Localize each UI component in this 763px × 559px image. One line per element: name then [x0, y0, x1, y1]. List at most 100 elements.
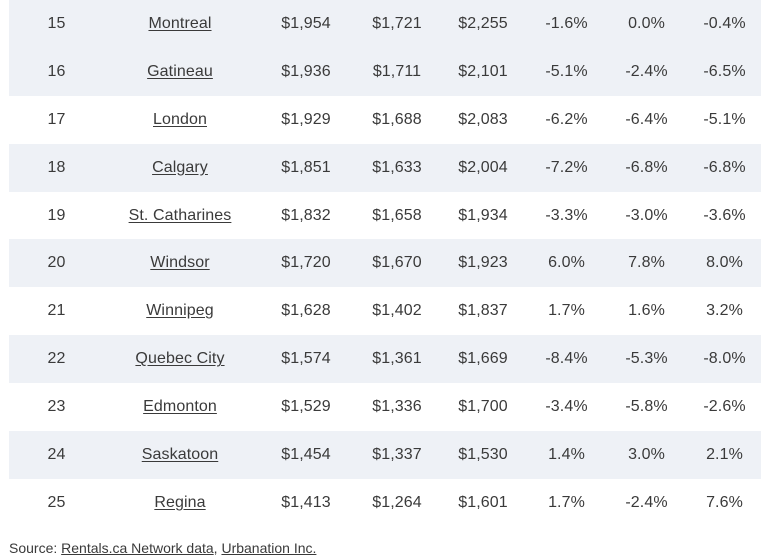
rent-cell-2: $1,688: [372, 110, 422, 128]
change-cell-1: 1.7%: [548, 302, 585, 320]
change-cell-3: -5.1%: [703, 110, 746, 128]
rank-cell: 25: [47, 493, 66, 511]
city-link-quebec-city[interactable]: Quebec City: [135, 350, 225, 368]
rent-cell-3: $1,669: [458, 350, 508, 368]
city-cell: Quebec City: [104, 350, 256, 368]
table-row: 21 Winnipeg $1,628 $1,402 $1,837 1.7% 1.…: [9, 287, 761, 336]
change-cell-2: -5.3%: [625, 350, 668, 368]
change-cell-3: -3.6%: [703, 206, 746, 224]
source-prefix: Source:: [9, 540, 62, 556]
city-link-edmonton[interactable]: Edmonton: [143, 398, 217, 416]
city-link-london[interactable]: London: [153, 110, 207, 128]
rank-cell: 22: [47, 350, 66, 368]
city-cell: Calgary: [104, 159, 256, 177]
source-caption: Source: Rentals.ca Network data, Urbanat…: [9, 540, 316, 556]
change-cell-2: -6.4%: [625, 110, 668, 128]
rent-cell-2: $1,721: [372, 14, 422, 32]
city-link-st-catharines[interactable]: St. Catharines: [128, 206, 232, 224]
rank-cell: 19: [47, 206, 66, 224]
change-cell-1: -8.4%: [545, 350, 588, 368]
source-link-urbanation[interactable]: Urbanation Inc.: [221, 540, 317, 556]
city-cell: St. Catharines: [104, 207, 256, 225]
city-link-winnipeg[interactable]: Winnipeg: [146, 302, 214, 320]
change-cell-2: 0.0%: [628, 14, 665, 32]
change-cell-1: -5.1%: [545, 62, 588, 80]
change-cell-3: -6.5%: [703, 62, 746, 80]
total-rent-cell: $1,954: [281, 14, 331, 32]
table-row: 23 Edmonton $1,529 $1,336 $1,700 -3.4% -…: [9, 383, 761, 432]
change-cell-1: 1.4%: [548, 445, 585, 463]
total-rent-cell: $1,628: [281, 302, 331, 320]
rent-cell-3: $1,923: [458, 254, 508, 272]
table-row: 25 Regina $1,413 $1,264 $1,601 1.7% -2.4…: [9, 478, 761, 527]
rent-cell-3: $1,700: [458, 398, 508, 416]
city-link-regina[interactable]: Regina: [154, 493, 206, 511]
total-rent-cell: $1,574: [281, 350, 331, 368]
rank-cell: 21: [47, 302, 66, 320]
city-cell: Saskatoon: [104, 446, 256, 464]
rent-cell-3: $1,530: [458, 445, 508, 463]
total-rent-cell: $1,529: [281, 398, 331, 416]
table-row: 17 London $1,929 $1,688 $2,083 -6.2% -6.…: [9, 95, 761, 144]
table-row: 19 St. Catharines $1,832 $1,658 $1,934 -…: [9, 191, 761, 240]
rent-cell-3: $2,004: [458, 158, 508, 176]
city-link-windsor[interactable]: Windsor: [150, 254, 210, 272]
change-cell-1: -7.2%: [545, 158, 588, 176]
total-rent-cell: $1,454: [281, 445, 331, 463]
total-rent-cell: $1,936: [281, 62, 331, 80]
rent-cell-2: $1,670: [372, 254, 422, 272]
rank-cell: 20: [47, 254, 66, 272]
city-link-montreal[interactable]: Montreal: [148, 14, 212, 32]
city-link-gatineau[interactable]: Gatineau: [147, 62, 213, 80]
change-cell-1: -1.6%: [545, 14, 588, 32]
change-cell-3: -2.6%: [703, 398, 746, 416]
total-rent-cell: $1,851: [281, 158, 331, 176]
total-rent-cell: $1,413: [281, 493, 331, 511]
change-cell-2: -3.0%: [625, 206, 668, 224]
change-cell-2: 1.6%: [628, 302, 665, 320]
rent-table: 15 Montreal $1,954 $1,721 $2,255 -1.6% 0…: [9, 0, 761, 527]
change-cell-1: 1.7%: [548, 493, 585, 511]
city-cell: London: [104, 111, 256, 129]
change-cell-2: 7.8%: [628, 254, 665, 272]
change-cell-2: -6.8%: [625, 158, 668, 176]
total-rent-cell: $1,929: [281, 110, 331, 128]
source-separator: ,: [213, 540, 222, 556]
city-cell: Gatineau: [104, 63, 256, 81]
change-cell-1: -3.4%: [545, 398, 588, 416]
city-cell: Regina: [104, 494, 256, 512]
table-row: 18 Calgary $1,851 $1,633 $2,004 -7.2% -6…: [9, 143, 761, 192]
rent-cell-3: $1,601: [458, 493, 508, 511]
rent-cell-2: $1,336: [372, 398, 422, 416]
rent-cell-3: $2,083: [458, 110, 508, 128]
rent-cell-2: $1,337: [372, 445, 422, 463]
table-row: 20 Windsor $1,720 $1,670 $1,923 6.0% 7.8…: [9, 239, 761, 288]
table-row: 22 Quebec City $1,574 $1,361 $1,669 -8.4…: [9, 335, 761, 384]
change-cell-3: 8.0%: [706, 254, 743, 272]
city-cell: Montreal: [104, 15, 256, 33]
city-link-calgary[interactable]: Calgary: [152, 158, 208, 176]
city-cell: Winnipeg: [104, 302, 256, 320]
rent-cell-2: $1,402: [372, 302, 422, 320]
source-link-rentals[interactable]: Rentals.ca Network data: [61, 540, 214, 556]
city-cell: Edmonton: [104, 398, 256, 416]
change-cell-3: 3.2%: [706, 302, 743, 320]
rank-cell: 24: [47, 445, 66, 463]
rent-cell-3: $1,837: [458, 302, 508, 320]
change-cell-3: 2.1%: [706, 445, 743, 463]
change-cell-3: 7.6%: [706, 493, 743, 511]
rent-cell-3: $2,101: [458, 62, 508, 80]
change-cell-1: -3.3%: [545, 206, 588, 224]
rent-cell-2: $1,711: [372, 62, 422, 80]
city-link-saskatoon[interactable]: Saskatoon: [141, 445, 219, 463]
change-cell-3: -6.8%: [703, 158, 746, 176]
rank-cell: 15: [47, 14, 66, 32]
rank-cell: 18: [47, 158, 66, 176]
rent-cell-2: $1,658: [372, 206, 422, 224]
rent-cell-3: $2,255: [458, 14, 508, 32]
change-cell-2: 3.0%: [628, 445, 665, 463]
total-rent-cell: $1,832: [281, 206, 331, 224]
city-cell: Windsor: [104, 254, 256, 272]
change-cell-2: -5.8%: [625, 398, 668, 416]
table-row: 15 Montreal $1,954 $1,721 $2,255 -1.6% 0…: [9, 0, 761, 48]
